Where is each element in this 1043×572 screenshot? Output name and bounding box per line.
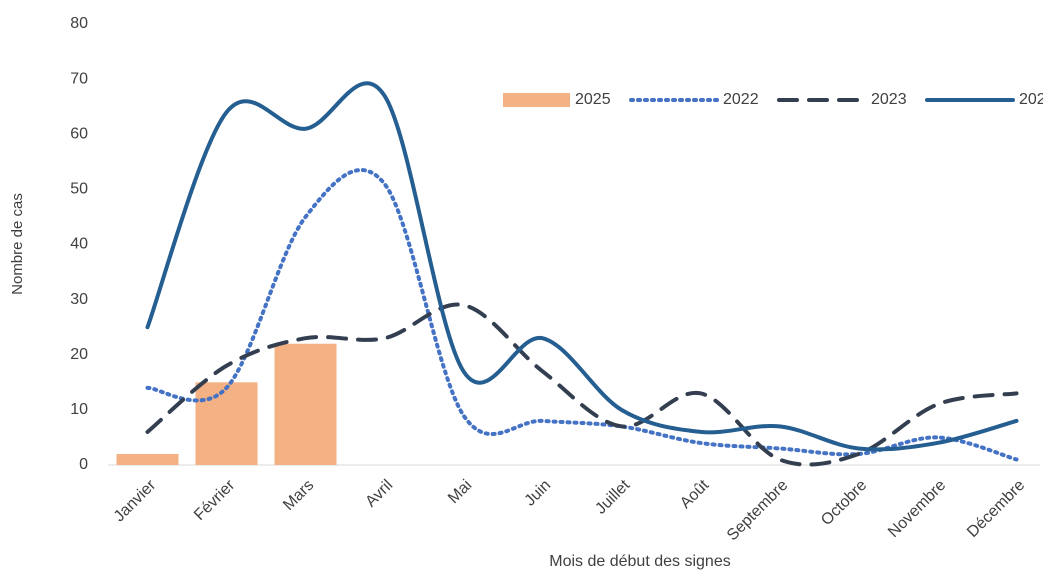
bar (195, 382, 258, 465)
bar (274, 343, 337, 465)
y-tick-label: 30 (70, 291, 88, 308)
y-tick-label: 70 (70, 70, 88, 87)
y-tick-label: 80 (70, 15, 88, 32)
x-tick-label: Novembre (885, 477, 949, 541)
bar (116, 453, 179, 465)
legend-label: 2025 (575, 91, 611, 108)
x-tick-label: Mai (445, 477, 475, 507)
y-tick-label: 40 (70, 236, 88, 253)
y-tick-label: 10 (70, 401, 88, 418)
line-dashed (145, 302, 1019, 467)
y-axis-title: Nombre de cas (9, 193, 26, 295)
y-tick-label: 0 (79, 456, 88, 473)
x-tick-label: Octobre (818, 477, 870, 529)
legend-swatch (503, 93, 570, 107)
y-tick-label: 20 (70, 346, 88, 363)
y-tick-label: 50 (70, 181, 88, 198)
x-tick-label: Janvier (111, 476, 160, 525)
x-tick-label: Septembre (724, 477, 791, 544)
legend-label: 2023 (871, 91, 907, 108)
x-tick-label: Décembre (964, 477, 1028, 541)
y-tick-label: 60 (70, 125, 88, 142)
legend-label: 2022 (723, 91, 759, 108)
line-solid (145, 81, 1019, 452)
x-tick-label: Juin (522, 477, 555, 510)
x-tick-label: Avril (362, 477, 396, 511)
x-tick-label: Février (191, 476, 239, 524)
legend-label: 2024 (1019, 91, 1043, 108)
x-tick-label: Août (677, 476, 713, 512)
x-tick-label: Mars (280, 477, 317, 514)
x-tick-label: Juillet (592, 476, 633, 517)
x-axis-title: Mois de début des signes (549, 553, 730, 570)
